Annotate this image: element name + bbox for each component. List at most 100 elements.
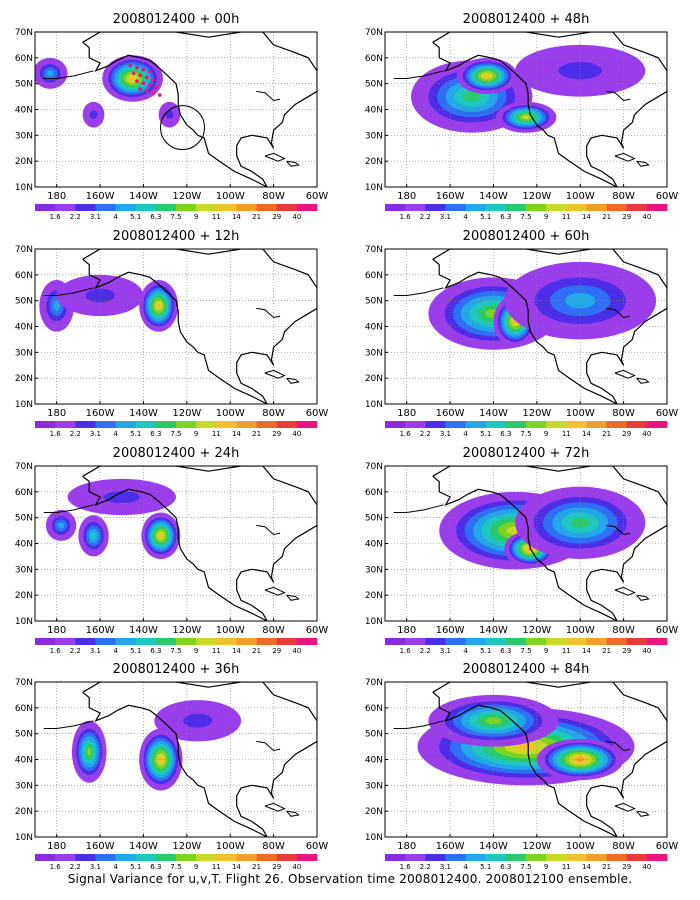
x-tick-label: 160W <box>436 408 465 419</box>
colorbar-swatch <box>646 204 668 211</box>
variance-blob <box>456 57 518 94</box>
colorbar-label: 9 <box>544 430 548 438</box>
y-tick-label: 50N <box>365 297 383 307</box>
colorbar-label: 5.1 <box>130 647 141 655</box>
x-tick-label: 140W <box>479 625 508 636</box>
y-tick-label: 40N <box>365 540 383 550</box>
gridlines <box>35 682 317 837</box>
y-tick-label: 20N <box>365 157 383 167</box>
x-tick-label: 100W <box>566 841 595 852</box>
variance-blob <box>82 101 105 128</box>
colorbar-swatch <box>546 638 567 645</box>
panel-2: 2008012400 + 12h 10N 20N 30N 40N 50N 60N 70N 180… <box>15 229 329 438</box>
y-tick-label: 30N <box>15 781 33 791</box>
colorbar-label: 40 <box>642 430 651 438</box>
colorbar-label: 29 <box>622 430 631 438</box>
colorbar-swatch <box>546 854 567 861</box>
colorbar-label: 2.2 <box>420 863 431 871</box>
colorbar-swatch <box>505 204 527 211</box>
colorbar-label: 11 <box>212 213 221 221</box>
colorbar-swatch <box>445 638 466 645</box>
colorbar-swatch <box>606 638 628 645</box>
colorbar-swatch <box>135 421 157 428</box>
colorbar-swatch <box>115 421 137 428</box>
colorbar-swatch <box>405 638 426 645</box>
colorbar-label: 5.1 <box>130 213 141 221</box>
colorbar-label: 11 <box>562 647 571 655</box>
y-tick-label: 70N <box>365 245 383 255</box>
colorbar-label: 1.6 <box>400 430 412 438</box>
variance-blob <box>139 728 183 791</box>
x-tick-label: 140W <box>479 191 508 202</box>
colorbar-swatch <box>35 638 56 645</box>
colorbar-swatch <box>606 854 628 861</box>
x-tick-label: 160W <box>436 841 465 852</box>
panel-title: 2008012400 + 84h <box>463 662 590 677</box>
island-coastline <box>636 594 650 601</box>
colorbar-label: 14 <box>582 647 591 655</box>
coastline <box>82 682 317 837</box>
island-coastline <box>614 369 636 379</box>
x-tick-label: 180 <box>47 408 66 419</box>
x-tick-label: 180 <box>397 841 416 852</box>
colorbar-label: 1.6 <box>400 863 412 871</box>
colorbar-swatch <box>385 638 406 645</box>
colorbar-swatch <box>55 421 76 428</box>
colorbar-label: 3.1 <box>90 863 101 871</box>
y-tick-label: 20N <box>365 807 383 817</box>
colorbar-swatch <box>236 204 257 211</box>
coastline <box>432 682 667 837</box>
colorbar-swatch <box>425 421 446 428</box>
colorbar-swatch <box>586 638 607 645</box>
colorbar-label: 9 <box>194 430 198 438</box>
colorbar-swatch <box>405 854 426 861</box>
y-tick-label: 40N <box>365 106 383 116</box>
island-coastline <box>393 287 444 296</box>
y-tick-label: 70N <box>15 245 33 255</box>
y-tick-label: 50N <box>365 514 383 524</box>
colorbar-swatch <box>505 638 527 645</box>
colorbar-swatch <box>546 204 567 211</box>
colorbar-label: 6.3 <box>150 430 161 438</box>
colorbar-swatch <box>55 854 76 861</box>
colorbar-label: 21 <box>252 647 261 655</box>
x-tick-label: 160W <box>436 191 465 202</box>
x-tick-label: 100W <box>216 625 245 636</box>
variance-blob <box>78 515 109 557</box>
y-tick-label: 30N <box>365 565 383 575</box>
y-tick-label: 20N <box>365 591 383 601</box>
y-tick-label: 60N <box>15 488 33 498</box>
y-tick-label: 60N <box>365 488 383 498</box>
panel-title: 2008012400 + 60h <box>463 229 590 244</box>
variance-blob <box>71 720 107 783</box>
x-tick-label: 80W <box>612 191 635 202</box>
y-tick-label: 30N <box>365 781 383 791</box>
colorbar-label: 2.2 <box>70 430 81 438</box>
colorbar-swatch <box>236 638 257 645</box>
colorbar-label: 40 <box>292 863 301 871</box>
x-tick-label: 100W <box>216 841 245 852</box>
colorbar-swatch <box>566 421 587 428</box>
panel-title: 2008012400 + 48h <box>463 12 590 27</box>
colorbar-swatch <box>276 854 298 861</box>
colorbar-swatch <box>405 204 426 211</box>
coastline <box>82 466 317 621</box>
x-tick-label: 120W <box>522 625 551 636</box>
panel-0: 2008012400 + 00h 10N 20N 30N 40N 50N 60N 70N 180… <box>15 12 329 221</box>
colorbar-swatch <box>626 638 648 645</box>
x-tick-label: 160W <box>436 625 465 636</box>
y-tick-label: 70N <box>365 678 383 688</box>
colorbar-label: 11 <box>212 647 221 655</box>
coastline <box>432 466 667 621</box>
observation-markers <box>128 63 162 97</box>
colorbar-swatch <box>425 854 446 861</box>
colorbar-label: 6.3 <box>150 647 161 655</box>
colorbar-swatch <box>385 854 406 861</box>
colorbar-label: 4 <box>113 647 118 655</box>
colorbar-swatch <box>75 204 96 211</box>
colorbar-swatch <box>606 421 628 428</box>
y-tick-label: 60N <box>365 271 383 281</box>
colorbar-label: 7.5 <box>170 863 181 871</box>
colorbar-label: 5.1 <box>480 430 491 438</box>
colorbar: 1.6 2.2 3.1 4 5.1 6.3 7.5 9 11 14 21 29 40 <box>35 854 318 871</box>
